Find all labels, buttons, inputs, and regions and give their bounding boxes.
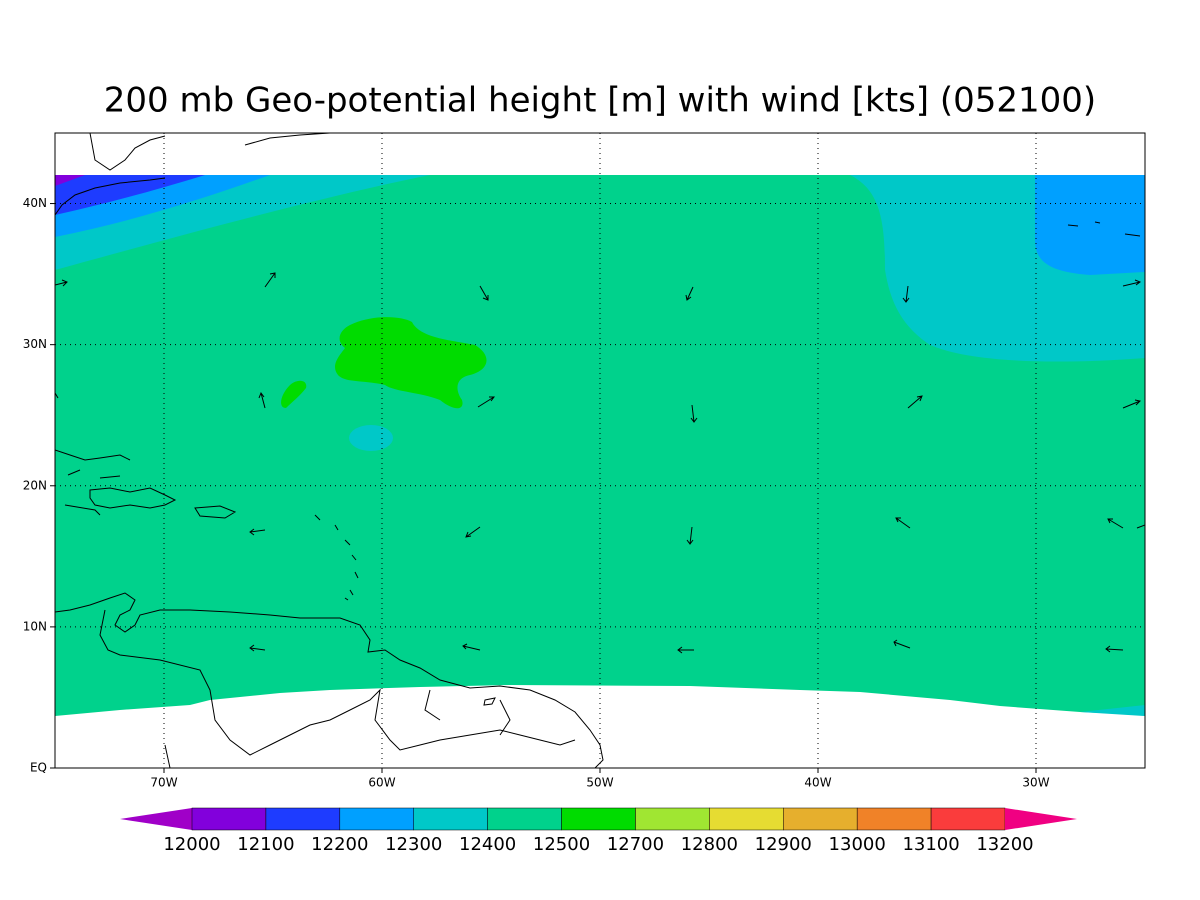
colorbar-label: 12800 xyxy=(681,834,738,855)
x-tick-label: 40W xyxy=(804,776,831,790)
y-tick-label: 10N xyxy=(23,619,47,633)
y-tick-label: 30N xyxy=(23,337,47,351)
x-tick-label: 30W xyxy=(1022,776,1049,790)
height-region xyxy=(55,175,205,215)
x-tick-label: 50W xyxy=(586,776,613,790)
colorbar-label: 12200 xyxy=(311,834,368,855)
colorbar-label: 13000 xyxy=(829,834,886,855)
map-title: 200 mb Geo-potential height [m] with win… xyxy=(104,81,1096,121)
height-region xyxy=(55,175,85,186)
colorbar-label: 12400 xyxy=(459,834,516,855)
colorbar-box xyxy=(265,807,341,831)
wind-vectors xyxy=(55,272,1145,654)
height-region xyxy=(1035,175,1145,275)
coastline xyxy=(55,449,237,519)
field xyxy=(55,133,1145,768)
x-tick-label: 70W xyxy=(150,776,177,790)
colorbar-extend xyxy=(120,808,192,830)
height-region xyxy=(349,425,393,451)
colorbar-box xyxy=(413,807,488,831)
y-tick-label: 40N xyxy=(23,196,47,210)
colorbar-label: 12300 xyxy=(385,834,442,855)
colorbar-box xyxy=(339,807,414,831)
colorbar-box xyxy=(856,807,932,831)
height-region xyxy=(55,175,1145,716)
x-tick-label: 60W xyxy=(368,776,395,790)
y-tick-label: 20N xyxy=(23,478,47,492)
y-tick-label: EQ xyxy=(30,761,47,775)
height-region xyxy=(335,317,487,409)
colorbar-label: 13100 xyxy=(902,834,959,855)
colorbar-label: 13200 xyxy=(976,834,1033,855)
colorbar-label: 12100 xyxy=(237,834,294,855)
height-region xyxy=(1080,705,1145,716)
colorbar-box xyxy=(930,807,1006,831)
colorbar-box xyxy=(191,807,267,831)
height-region xyxy=(281,380,307,408)
colorbar-label: 12700 xyxy=(607,834,664,855)
coastline xyxy=(314,514,359,601)
colorbar-label: 12000 xyxy=(163,834,220,855)
colorbar-extend xyxy=(1005,808,1077,830)
coastline xyxy=(244,133,331,146)
colorbar-box xyxy=(709,807,784,831)
colorbar-box xyxy=(635,807,710,831)
colorbar-label: 12500 xyxy=(533,834,590,855)
colorbar-box xyxy=(783,807,858,831)
axis-labels: 70W 60W 50W 40W 30W EQ 10N 20N 30N 40N xyxy=(23,196,1050,789)
colorbar-box xyxy=(561,807,636,831)
colorbar: 12000 12100 12200 12300 12400 12500 12700 12800… xyxy=(120,807,1077,855)
colorbar-label: 12900 xyxy=(755,834,812,855)
coastline xyxy=(55,133,166,216)
colorbar-box xyxy=(487,807,562,831)
coastline xyxy=(1067,221,1141,237)
coastline xyxy=(55,592,604,768)
